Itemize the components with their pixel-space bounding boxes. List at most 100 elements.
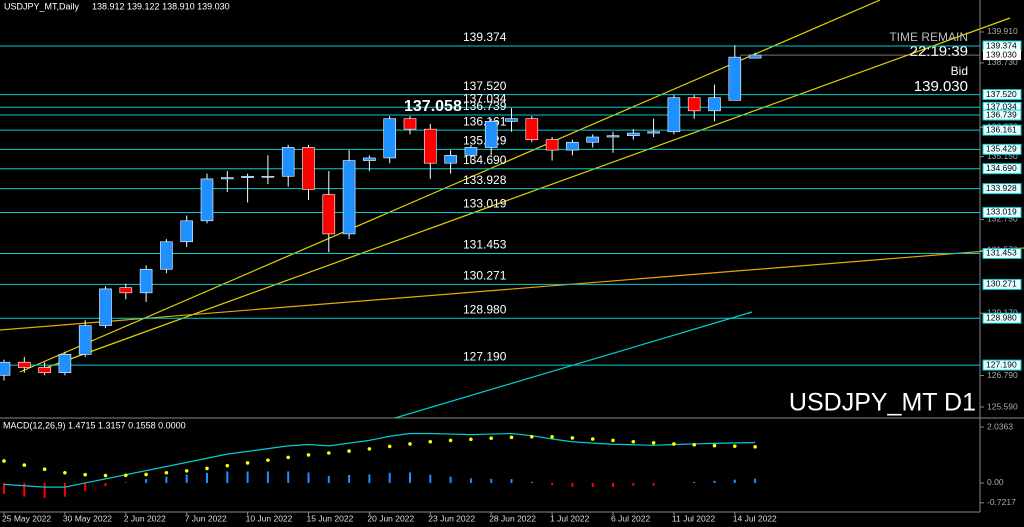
candle-body — [261, 175, 275, 178]
level-label: 134.690 — [463, 153, 507, 167]
level-axis-box — [982, 143, 1022, 155]
level-label: 135.429 — [463, 134, 507, 148]
level-label: 131.453 — [463, 238, 507, 252]
watermark: USDJPY_MT D1 — [789, 389, 976, 417]
macd-signal-dot — [286, 455, 291, 460]
x-tick-label: 15 Jun 2022 — [307, 513, 354, 523]
level-label: 127.190 — [463, 349, 507, 363]
macd-signal-dot — [631, 439, 636, 444]
x-tick-label: 28 Jun 2022 — [489, 513, 536, 523]
level-axis-box — [982, 312, 1022, 324]
ohlc-text: 138.912 139.122 138.910 139.030 — [92, 1, 230, 11]
candle-body — [505, 118, 518, 122]
x-tick-label: 14 Jul 2022 — [733, 513, 777, 523]
candle-body — [606, 135, 620, 138]
level-axis-box — [982, 163, 1022, 175]
level-axis-label: 136.161 — [986, 124, 1017, 134]
macd-signal-dot — [448, 438, 453, 443]
level-label: 133.928 — [463, 173, 507, 187]
macd-signal-dot — [205, 466, 209, 471]
level-axis-box — [982, 278, 1022, 290]
candle-body — [687, 97, 701, 112]
level-axis-label: 136.739 — [986, 109, 1017, 119]
macd-signal-dot — [124, 473, 128, 478]
y-tick-label: 129.170 — [987, 308, 1018, 318]
level-label: 136.161 — [463, 114, 507, 128]
candle-body — [748, 54, 762, 59]
macd-signal-dot — [712, 443, 717, 448]
candle-body — [281, 147, 295, 177]
candle-body — [78, 325, 92, 355]
level-axis-box — [982, 183, 1022, 195]
x-tick-label: 20 Jun 2022 — [367, 513, 414, 523]
candle-body — [241, 175, 254, 178]
macd-signal-dot — [184, 469, 189, 473]
y-tick-label: 135.150 — [987, 151, 1018, 161]
macd-signal-dot — [225, 463, 230, 468]
candle-body — [708, 97, 721, 112]
y-tick-label: 125.590 — [987, 401, 1018, 411]
macd-signal-dot — [266, 458, 270, 462]
macd-signal-dot — [590, 437, 595, 441]
x-tick-label: 25 May 2022 — [2, 513, 51, 523]
candle-body — [566, 141, 579, 151]
macd-signal-dot — [550, 434, 554, 439]
level-label: 130.271 — [463, 269, 507, 283]
y-tick-label: 126.790 — [987, 370, 1018, 380]
macd-signal-dot — [164, 471, 169, 475]
level-label: 139.374 — [463, 30, 507, 44]
candle-body — [322, 194, 336, 235]
candle-body — [545, 139, 559, 151]
candle-body — [647, 131, 660, 134]
y-tick-label: 139.910 — [987, 26, 1018, 36]
level-label: 137.520 — [463, 79, 507, 93]
x-tick-label: 11 Jul 2022 — [672, 513, 716, 523]
level-axis-label: 133.019 — [986, 207, 1017, 217]
bid-axis-box — [983, 50, 1021, 61]
candle-body — [119, 287, 133, 294]
macd-signal-dot — [489, 436, 494, 440]
level-axis-label: 135.429 — [986, 144, 1017, 154]
candle-body — [0, 361, 11, 376]
level-axis-label: 127.190 — [986, 359, 1017, 369]
x-tick-label: 30 May 2022 — [63, 513, 112, 523]
bid-axis-label: 139.030 — [986, 49, 1017, 59]
level-axis-box — [982, 359, 1022, 371]
candle-body — [139, 268, 153, 294]
macd-signal-dot — [63, 471, 67, 475]
candle-body — [626, 132, 640, 136]
symbol-title: USDJPY_MT,Daily — [4, 1, 80, 11]
macd-title: MACD(12,26,9) 1.4715 1.3157 0.1558 0.000… — [3, 420, 186, 430]
level-axis-box — [982, 89, 1022, 101]
macd-signal-dot — [611, 438, 615, 443]
macd-signal-dot — [387, 444, 392, 449]
macd-y-tick-label: 0.00 — [987, 477, 1004, 487]
candle-body — [484, 120, 498, 148]
level-label: 133.019 — [463, 197, 507, 211]
candle-body — [728, 56, 742, 101]
candle-body — [525, 118, 539, 140]
time-remain: 22:19:39 — [910, 43, 968, 60]
macd-signal-dot — [753, 445, 757, 449]
x-tick-label: 10 Jun 2022 — [246, 513, 293, 523]
candle-body — [586, 136, 600, 143]
candle-body — [403, 118, 417, 130]
macd-y-tick-label: -0.7217 — [987, 497, 1016, 507]
trendline — [0, 247, 1024, 331]
candle-body — [221, 177, 234, 180]
macd-signal-dot — [83, 472, 87, 477]
level-axis-box — [982, 124, 1022, 136]
candle-body — [99, 288, 112, 326]
macd-signal-dot — [733, 444, 737, 448]
level-label: 137.034 — [463, 91, 507, 105]
level-axis-label: 131.453 — [986, 248, 1017, 258]
level-axis-label: 128.980 — [986, 312, 1017, 322]
level-axis-box — [982, 109, 1022, 121]
macd-signal-dot — [509, 435, 514, 440]
candle-body — [342, 160, 356, 235]
candle-body — [160, 241, 173, 270]
candle-body — [58, 354, 72, 373]
macd-signal-dot — [144, 472, 148, 477]
